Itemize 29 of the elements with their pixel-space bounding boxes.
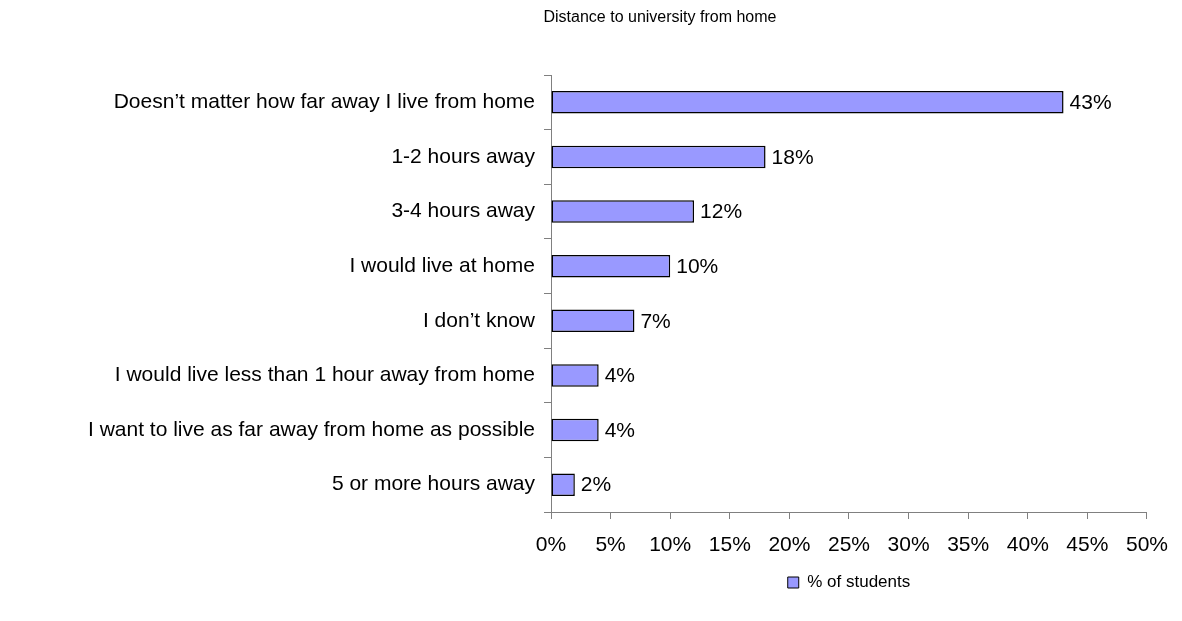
x-tick-label: 25% — [827, 532, 871, 556]
x-tick-label: 20% — [768, 532, 811, 556]
x-tick-label: 45% — [1066, 532, 1109, 556]
y-tick-label: 3-4 hours away — [391, 198, 536, 222]
x-tick-label: 30% — [887, 532, 930, 556]
y-tick-label: I want to live as far away from home as possible — [87, 416, 535, 440]
data-label: 10% — [676, 253, 719, 277]
data-label: 4% — [604, 363, 636, 387]
data-label: 18% — [771, 144, 814, 168]
y-tick-label: I don’t know — [422, 307, 536, 331]
x-tick-label: 10% — [649, 532, 692, 556]
x-tick-label: 35% — [947, 532, 990, 556]
legend-label: % of students — [807, 572, 911, 592]
x-tick-label: 15% — [708, 532, 751, 556]
y-tick-label: 1-2 hours away — [391, 143, 536, 167]
x-tick-label: 50% — [1125, 532, 1168, 556]
x-tick-label: 5% — [595, 532, 626, 556]
x-tick-label: 40% — [1006, 532, 1049, 556]
y-tick-label: Doesn’t matter how far away I live from home — [113, 89, 535, 113]
data-label: 2% — [580, 472, 612, 496]
y-tick-label: I would live less than 1 hour away from home — [114, 362, 535, 386]
data-label: 4% — [604, 417, 636, 441]
x-tick-label: 0% — [535, 532, 567, 556]
chart-title: Distance to university from home — [542, 8, 778, 26]
y-tick-label: 5 or more hours away — [331, 471, 536, 495]
data-label: 43% — [1069, 90, 1112, 114]
data-label: 7% — [640, 308, 671, 332]
data-label: 12% — [700, 199, 743, 223]
y-tick-label: I would live at home — [349, 252, 535, 276]
